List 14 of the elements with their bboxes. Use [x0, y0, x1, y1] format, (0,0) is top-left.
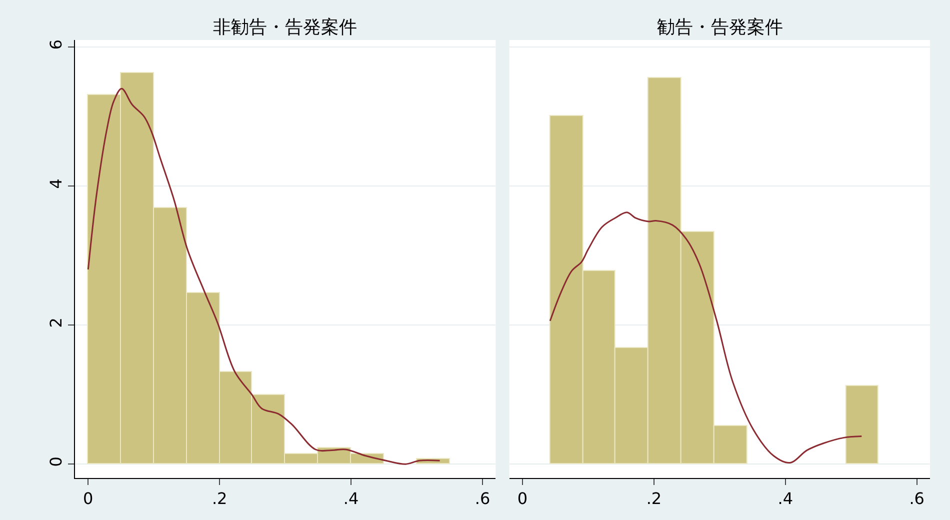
y-tick-label: 0	[46, 456, 66, 467]
chart-title: 非勧告・告発案件	[213, 17, 357, 38]
x-tick-label: 0	[83, 489, 94, 508]
x-tick-label: .4	[778, 489, 794, 508]
chart-title: 勧告・告発案件	[657, 17, 783, 38]
x-tick-label: .2	[212, 489, 228, 508]
x-tick-label: 0	[517, 489, 528, 508]
x-tick-label: .6	[909, 489, 924, 508]
x-tick-label: .6	[474, 489, 490, 508]
y-tick-label: 6	[46, 39, 66, 50]
y-tick-label: 4	[46, 178, 66, 189]
x-tick-label: .2	[646, 489, 662, 508]
x-tick-label: .4	[343, 489, 359, 508]
y-tick-label: 2	[46, 318, 66, 328]
